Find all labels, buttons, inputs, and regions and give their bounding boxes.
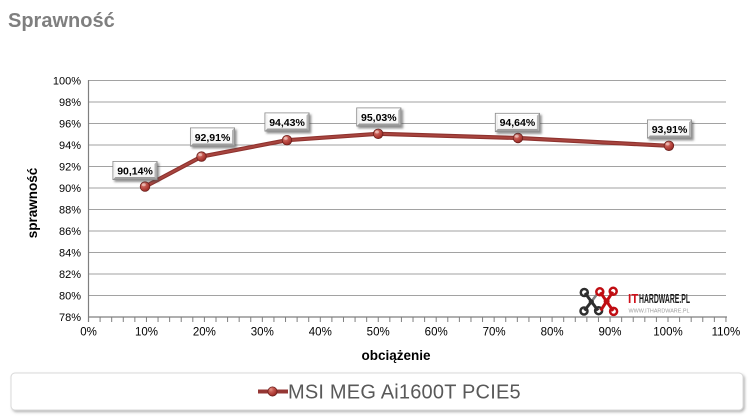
svg-text:95,03%: 95,03% [361,112,397,124]
svg-text:98%: 98% [59,97,81,109]
svg-text:94,43%: 94,43% [269,117,305,129]
svg-text:WWW.ITHARDWARE.PL: WWW.ITHARDWARE.PL [629,309,690,315]
svg-text:92%: 92% [59,161,81,173]
svg-text:MSI MEG Ai1600T PCIE5: MSI MEG Ai1600T PCIE5 [288,382,521,404]
svg-text:94,64%: 94,64% [500,117,536,129]
svg-text:88%: 88% [59,204,81,216]
svg-text:obciążenie: obciążenie [361,348,431,363]
svg-text:50%: 50% [367,327,390,339]
svg-text:80%: 80% [541,327,564,339]
svg-text:86%: 86% [59,226,81,238]
svg-text:90,14%: 90,14% [117,165,153,177]
svg-text:10%: 10% [135,327,158,339]
svg-text:93,91%: 93,91% [652,124,688,136]
svg-text:110%: 110% [712,327,741,339]
svg-text:82%: 82% [59,269,81,281]
svg-text:40%: 40% [309,327,332,339]
svg-text:sprawność: sprawność [25,167,40,238]
svg-text:90%: 90% [59,183,81,195]
svg-text:0%: 0% [80,327,97,339]
svg-text:96%: 96% [59,118,81,130]
svg-text:HARDWARE.PL: HARDWARE.PL [639,291,690,306]
svg-text:IT: IT [628,291,639,306]
svg-text:20%: 20% [193,327,216,339]
svg-text:92,91%: 92,91% [195,132,231,144]
svg-text:80%: 80% [59,290,81,302]
svg-text:78%: 78% [59,312,81,324]
svg-text:90%: 90% [598,327,621,339]
svg-text:94%: 94% [59,140,81,152]
svg-text:60%: 60% [425,327,448,339]
svg-text:30%: 30% [251,327,274,339]
svg-text:100%: 100% [53,75,81,87]
svg-text:100%: 100% [653,327,682,339]
svg-text:70%: 70% [483,327,506,339]
svg-text:84%: 84% [59,247,81,259]
